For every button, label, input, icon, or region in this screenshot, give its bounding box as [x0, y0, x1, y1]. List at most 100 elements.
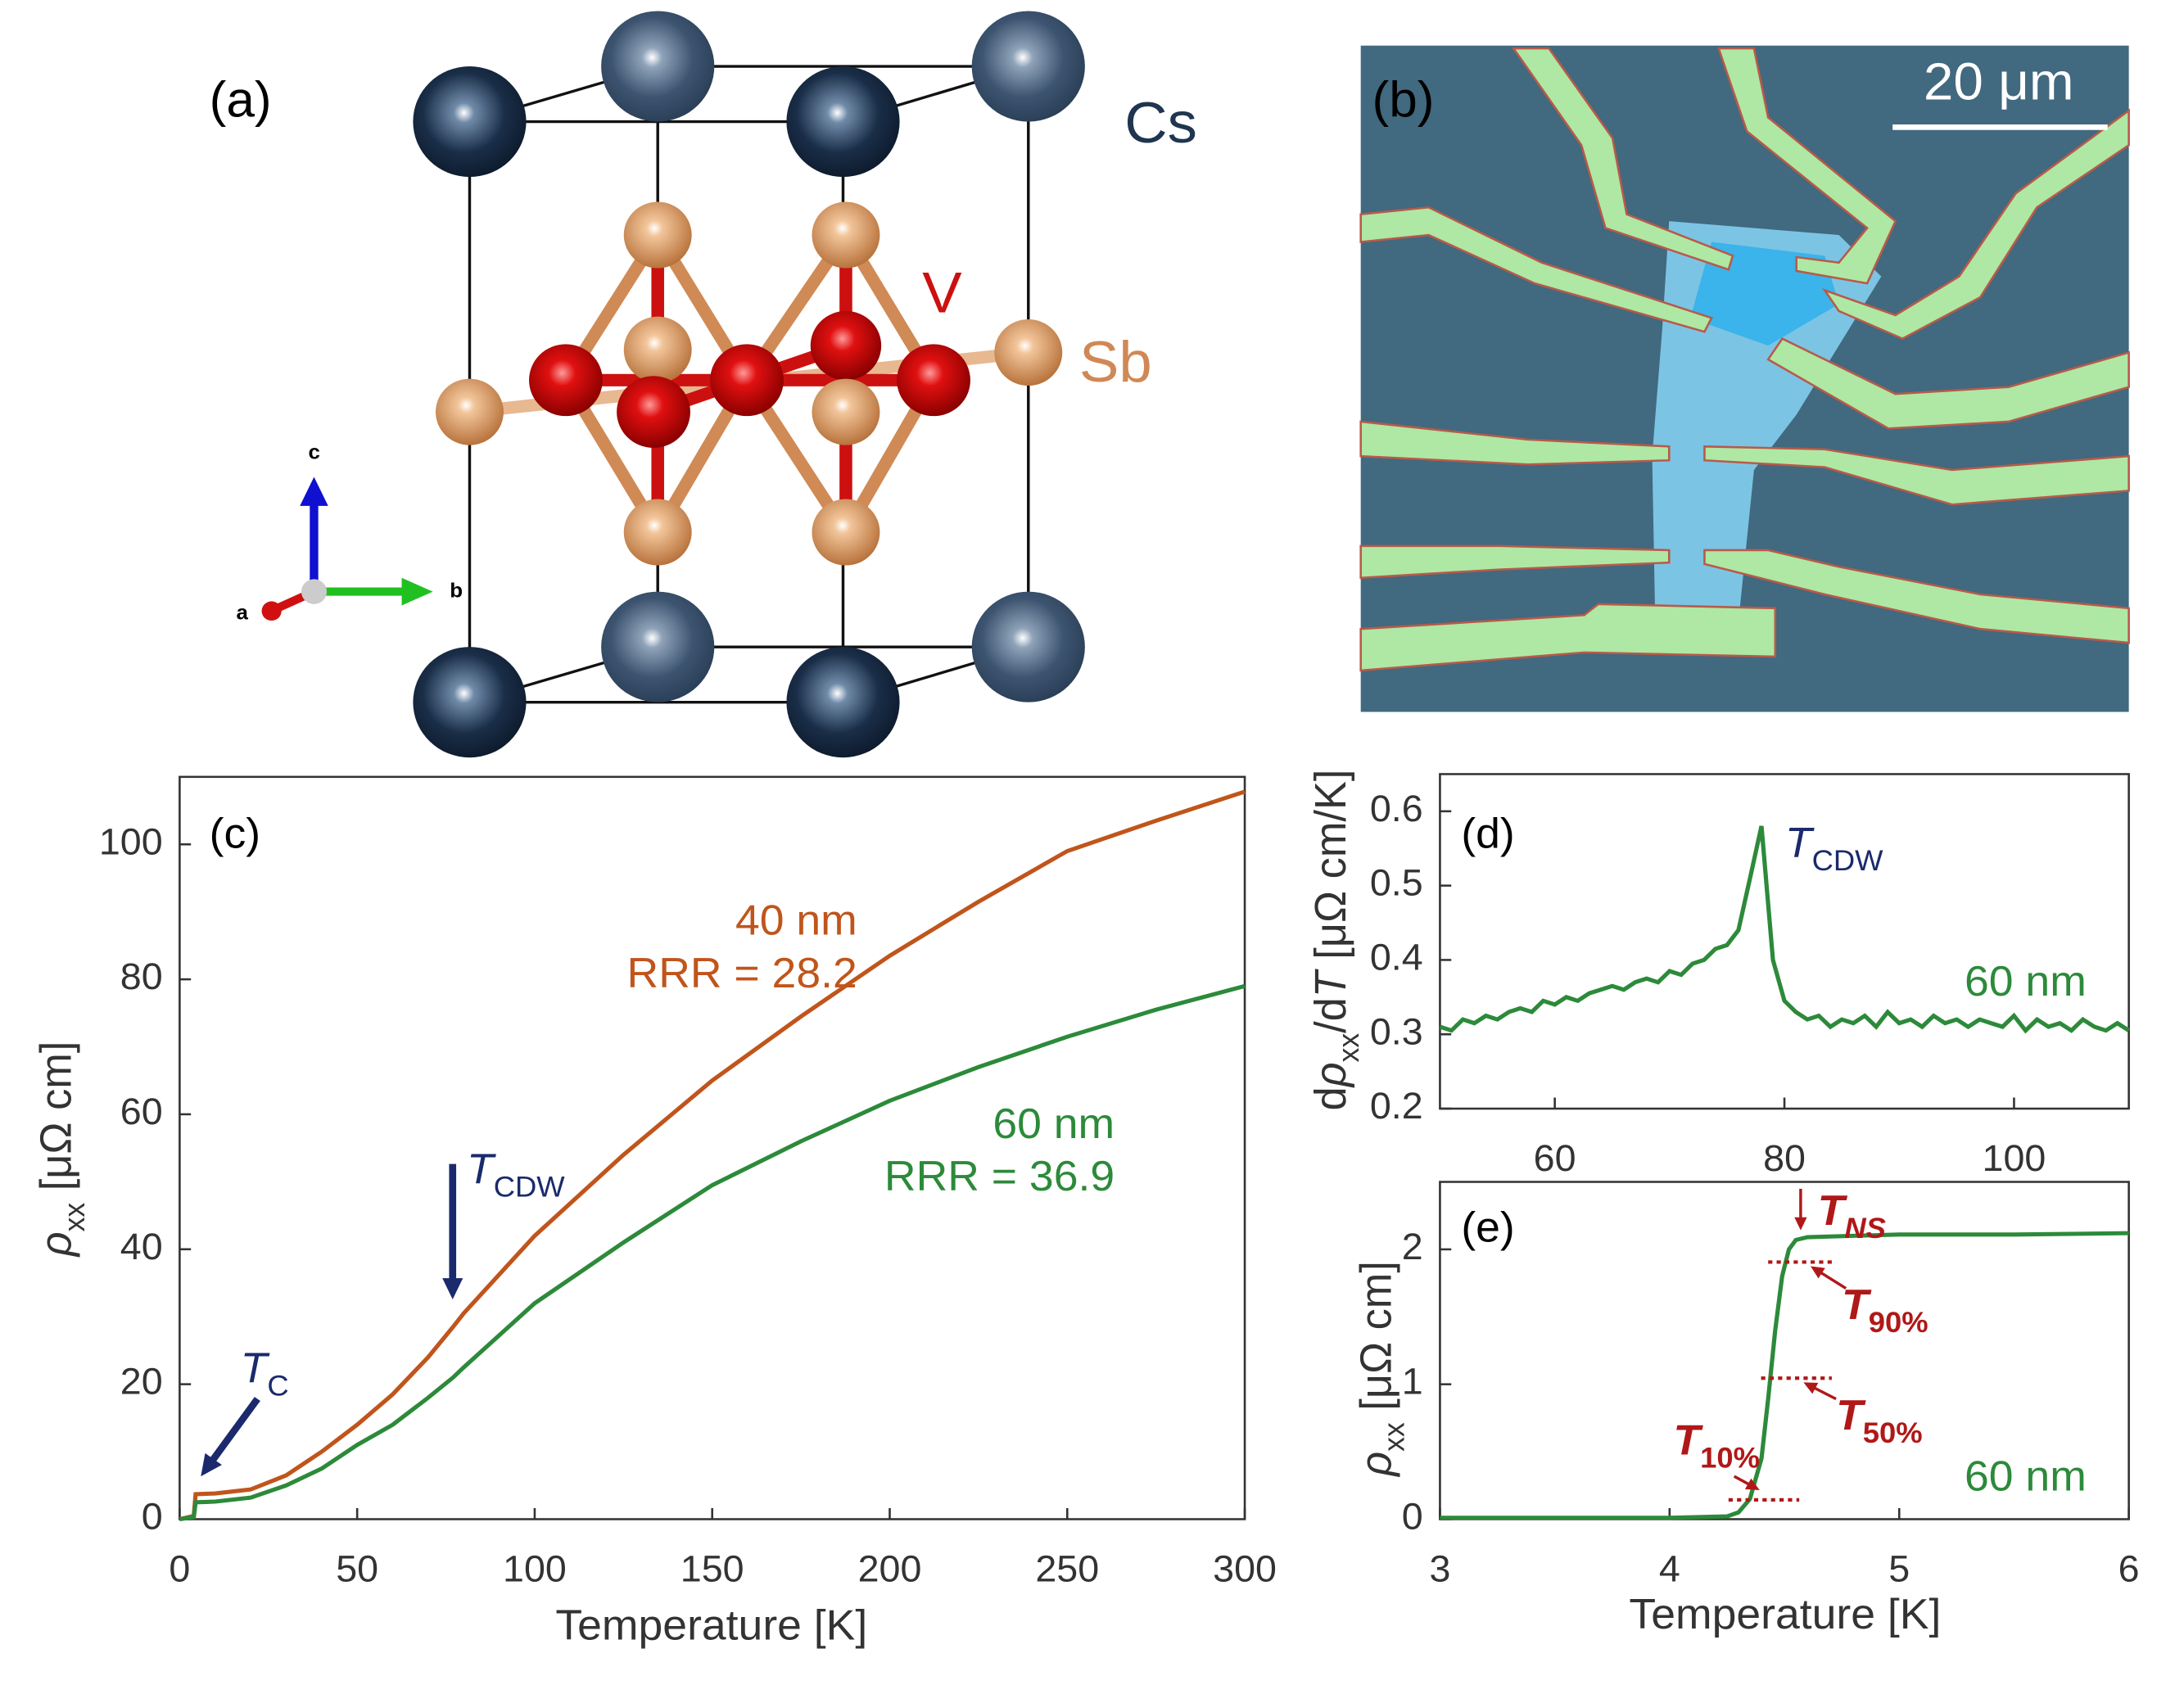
y-axis-label-part: ρ	[1352, 1452, 1401, 1478]
annotation-part: T	[1673, 1416, 1703, 1464]
y-axis-label-part: xx	[1332, 1033, 1365, 1063]
annotation-part: CDW	[1812, 843, 1883, 877]
annotation-part: 60 nm	[993, 1100, 1115, 1147]
annotation: 60 nm	[1965, 1452, 2087, 1500]
annotation-part: 60 nm	[1965, 1452, 2087, 1500]
x-tick-label: 6	[2118, 1547, 2140, 1589]
annotation: T50%	[1836, 1392, 1923, 1449]
arrow-head	[1744, 1478, 1760, 1491]
y-tick-label: 40	[120, 1225, 163, 1267]
annotation: T10%	[1673, 1416, 1760, 1474]
annotation-part: 50%	[1863, 1416, 1923, 1449]
annotation: RRR = 36.9	[884, 1153, 1115, 1200]
x-axis-label-part: Temperature [K]	[1629, 1591, 1941, 1638]
annotation-part: RRR = 36.9	[884, 1153, 1115, 1200]
y-axis-label: ρxx [μΩ cm]	[1352, 1261, 1411, 1478]
arrow-head	[1803, 1382, 1819, 1394]
y-tick-label: 0.4	[1370, 936, 1423, 978]
annotation: TCDW	[1785, 820, 1883, 877]
x-tick-label: 250	[1035, 1547, 1099, 1589]
y-axis-label-part: [μΩ cm]	[32, 1041, 81, 1203]
annotation-part: T	[1842, 1281, 1872, 1329]
annotation-part: (c)	[210, 810, 260, 857]
annotation-part: 90%	[1869, 1305, 1929, 1339]
annotation-part: T	[467, 1145, 496, 1193]
annotation-part: (d)	[1461, 810, 1514, 857]
axis-label: b	[450, 580, 463, 603]
annotation-part: 10%	[1700, 1441, 1760, 1475]
y-tick-label: 0.5	[1370, 861, 1423, 903]
y-axis-label-part: ρ	[1306, 1062, 1355, 1088]
annotation-part: T	[1836, 1392, 1866, 1439]
atom-label: Sb	[1079, 330, 1152, 395]
atom-label: V	[922, 260, 962, 325]
x-tick-label: 5	[1888, 1547, 1910, 1589]
annotation-part: 60 nm	[1965, 957, 2087, 1005]
panel-label: (b)	[1372, 72, 1435, 128]
x-tick-label: 150	[681, 1547, 744, 1589]
y-tick-label: 0.2	[1370, 1085, 1423, 1127]
y-axis-label: ρxx [μΩ cm]	[32, 1041, 91, 1258]
data-line	[179, 983, 1246, 1521]
y-tick-label: 100	[99, 820, 163, 862]
arrow	[206, 1397, 260, 1467]
plot-frame	[1439, 1181, 2130, 1520]
annotation: 60 nm	[993, 1100, 1115, 1147]
x-tick-label: 100	[503, 1547, 567, 1589]
y-tick-label: 0	[1402, 1495, 1423, 1537]
annotation-part: T	[1785, 820, 1815, 867]
x-tick-label: 200	[858, 1547, 922, 1589]
data-line	[1439, 825, 2131, 1034]
plot-frame	[179, 775, 1246, 1520]
annotation: T90%	[1842, 1281, 1929, 1339]
atoms	[413, 11, 1085, 758]
annotation: TNS	[1818, 1187, 1886, 1245]
annotation: (e)	[1461, 1204, 1514, 1251]
atom-label: Cs	[1124, 91, 1197, 156]
y-axis-label-part: xx	[57, 1203, 91, 1232]
x-axis-label: Temperature [K]	[555, 1601, 867, 1649]
arrow	[1817, 1269, 1847, 1290]
arrow-head	[442, 1278, 463, 1300]
x-tick-label: 4	[1659, 1547, 1680, 1589]
y-tick-label: 80	[120, 955, 163, 997]
arrow-head	[1810, 1266, 1825, 1279]
x-tick-label: 80	[1763, 1137, 1806, 1179]
annotation-part: NS	[1844, 1211, 1886, 1245]
x-axis-label: Temperature [K]	[1629, 1591, 1941, 1638]
annotation: 60 nm	[1965, 957, 2087, 1005]
x-tick-label: 3	[1429, 1547, 1450, 1589]
y-axis-label-part: d	[1306, 1086, 1355, 1110]
annotation-part: (e)	[1461, 1204, 1514, 1251]
micrograph	[1359, 45, 2130, 712]
y-tick-label: 0.3	[1370, 1010, 1423, 1052]
annotation: RRR = 28.2	[627, 949, 857, 996]
arrow-head	[1794, 1217, 1807, 1231]
plot-frame	[1439, 773, 2130, 1110]
y-tick-label: 0.6	[1370, 787, 1423, 829]
annotation-part: 40 nm	[735, 897, 857, 944]
data-line	[1440, 1231, 2129, 1520]
annotation: TCDW	[467, 1145, 565, 1203]
axis-label: c	[309, 441, 320, 464]
y-tick-label: 20	[120, 1360, 163, 1402]
annotation: TC	[241, 1344, 289, 1402]
annotation-part: CDW	[494, 1170, 565, 1204]
annotation: (c)	[210, 810, 260, 857]
arrow	[1811, 1385, 1837, 1401]
x-tick-label: 60	[1534, 1137, 1576, 1179]
annotation-part: C	[267, 1369, 288, 1403]
y-axis-label-part: T	[1306, 969, 1355, 998]
y-tick-label: 60	[120, 1090, 163, 1132]
axis-label: a	[236, 602, 248, 625]
annotation-part: RRR = 28.2	[627, 949, 857, 996]
axis-triad	[261, 477, 433, 621]
y-axis-label: dρxx/dT [μΩ cm/K]	[1306, 770, 1365, 1111]
y-tick-label: 1	[1402, 1360, 1423, 1402]
x-tick-label: 50	[336, 1547, 378, 1589]
annotation: (d)	[1461, 810, 1514, 857]
y-axis-label-part: xx	[1377, 1422, 1410, 1452]
y-tick-label: 2	[1402, 1225, 1423, 1267]
x-axis-label-part: Temperature [K]	[555, 1601, 867, 1649]
